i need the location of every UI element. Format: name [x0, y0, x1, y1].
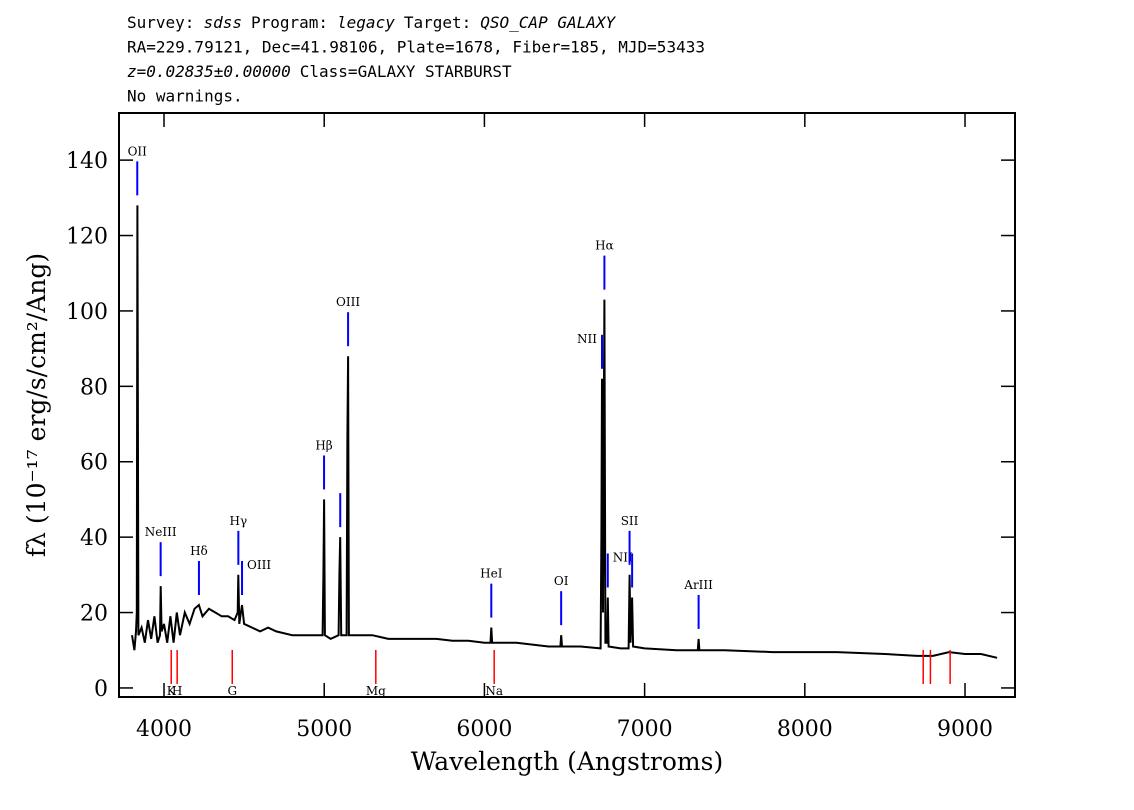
- emission-label: SII: [621, 514, 639, 528]
- absorption-label: H: [172, 684, 182, 698]
- header-segment: RA=229.79121, Dec=41.98106, Plate=1678, …: [127, 38, 705, 57]
- header-line: z=0.02835±0.00000 Class=GALAXY STARBURST: [127, 62, 512, 81]
- emission-label: OI: [554, 574, 569, 588]
- emission-label: HeI: [480, 567, 503, 581]
- header-segment: z=0.02835±0.00000: [127, 62, 291, 81]
- header-segment: No warnings.: [127, 87, 243, 106]
- header-segment: legacy: [337, 13, 395, 32]
- x-tick-label: 4000: [136, 717, 192, 742]
- y-tick-label: 80: [80, 375, 108, 400]
- header-segment: Program:: [251, 13, 328, 32]
- y-tick-label: 40: [80, 526, 108, 551]
- x-tick-label: 5000: [296, 717, 352, 742]
- emission-label: OIII: [247, 558, 271, 572]
- emission-label: ArIII: [683, 578, 713, 592]
- y-tick-label: 120: [66, 225, 108, 250]
- header-segment: QSO_CAP GALAXY: [480, 13, 616, 32]
- absorption-label: K: [167, 684, 177, 698]
- plot-frame: [118, 112, 1016, 698]
- y-axis-label: fλ (10⁻¹⁷ erg/s/cm²/Ang): [22, 253, 51, 557]
- x-axis-label: Wavelength (Angstroms): [411, 747, 723, 776]
- header-segment: Target:: [404, 13, 471, 32]
- header-line: Survey: sdss Program: legacy Target: QSO_CAP …: [127, 13, 616, 32]
- emission-label: OIII: [336, 295, 360, 309]
- x-tick-label: 9000: [937, 717, 993, 742]
- emission-label: NII: [577, 332, 597, 346]
- x-tick-label: 6000: [456, 717, 512, 742]
- header-line: No warnings.: [127, 87, 243, 106]
- emission-label: Hγ: [230, 514, 248, 528]
- absorption-label: G: [227, 684, 237, 698]
- y-tick-label: 0: [94, 677, 108, 702]
- header-segment: Class=GALAXY STARBURST: [300, 62, 512, 81]
- y-tick-label: 60: [80, 451, 108, 476]
- emission-label: NeIII: [145, 525, 177, 539]
- y-tick-label: 20: [80, 602, 108, 627]
- emission-label: Hβ: [315, 438, 332, 452]
- emission-label: Hα: [595, 239, 614, 253]
- x-tick-label: 8000: [777, 717, 833, 742]
- x-tick-label: 7000: [617, 717, 673, 742]
- emission-label: NII: [613, 550, 633, 564]
- emission-label: OII: [128, 144, 148, 158]
- header-segment: sdss: [203, 13, 242, 32]
- y-tick-label: 140: [66, 149, 108, 174]
- emission-label: Hδ: [190, 544, 208, 558]
- absorption-label: Mg: [366, 684, 386, 698]
- plot-area: [131, 205, 998, 659]
- header-line: RA=229.79121, Dec=41.98106, Plate=1678, …: [127, 38, 705, 57]
- absorption-label: Na: [485, 684, 503, 698]
- header-segment: Survey:: [127, 13, 194, 32]
- spectrum-line: [131, 205, 998, 659]
- y-tick-label: 100: [66, 300, 108, 325]
